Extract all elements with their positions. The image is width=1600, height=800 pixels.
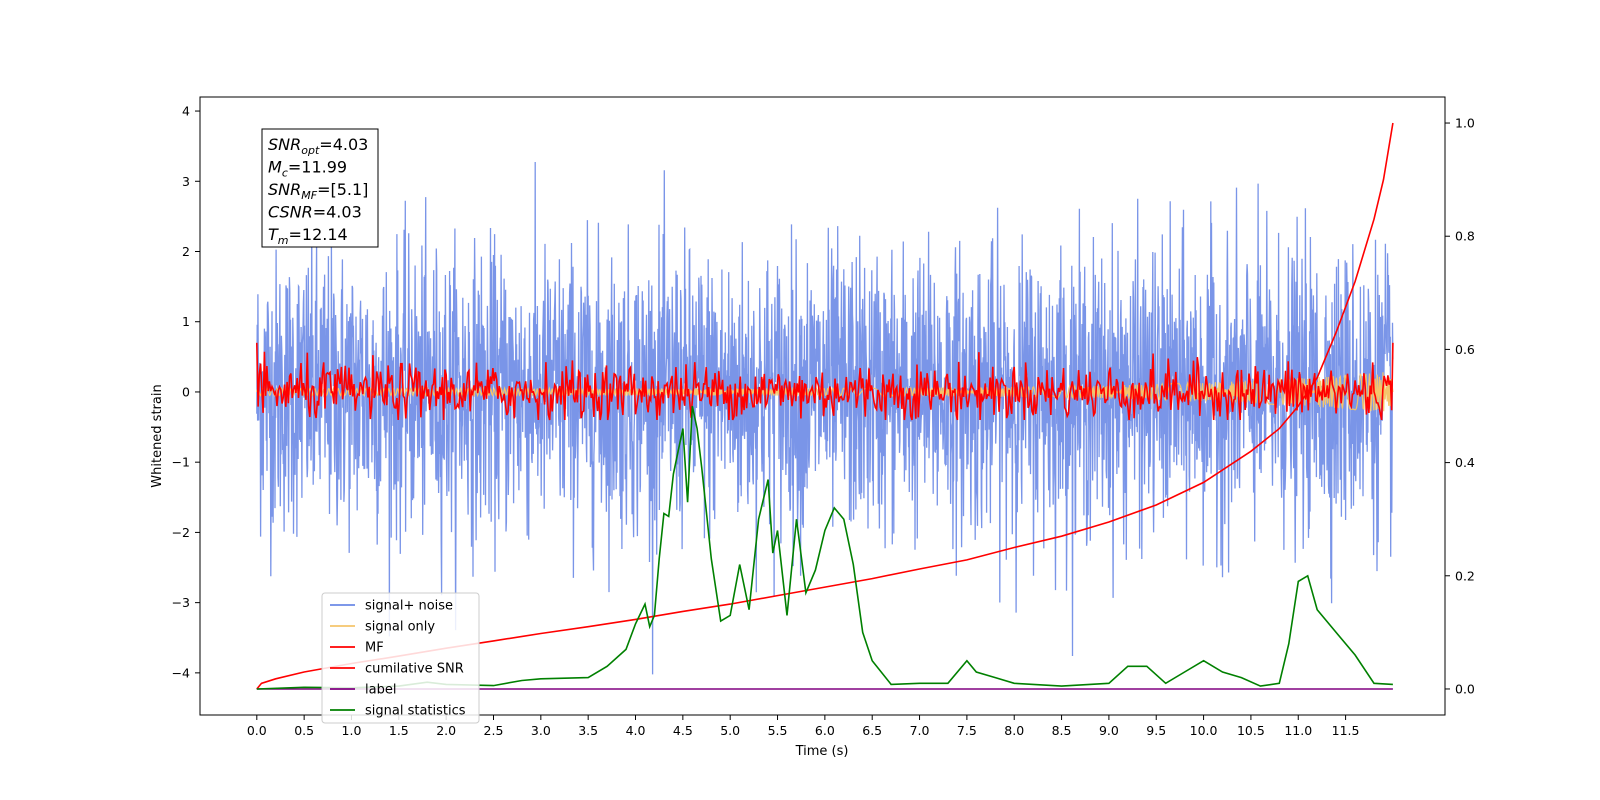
info-var: M — [268, 158, 282, 177]
x-tick-label: 8.5 — [1052, 723, 1072, 738]
info-sub: MF — [301, 189, 317, 202]
info-line: CSNR=4.03 — [268, 203, 362, 222]
legend-frame — [321, 592, 480, 724]
x-axis: 0.0 0.5 1.0 1.5 2.0 2.5 3.0 3.5 4.0 4.5 5.0 5.5 6.0 6… — [247, 715, 1360, 738]
x-tick-label: 1.5 — [389, 723, 409, 738]
x-tick-label: 4.0 — [626, 723, 646, 738]
y-tick-label-left: −2 — [172, 525, 190, 540]
info-box: SNRopt=4.03Mc=11.99SNRMF=[5.1]CSNR=4.03T… — [261, 128, 379, 248]
legend: signal+ noise signal only MF cumilative SNR… — [321, 592, 480, 724]
info-value: =4.03 — [319, 135, 368, 154]
info-value: =12.14 — [289, 225, 348, 244]
x-tick-label: 10.0 — [1190, 723, 1218, 738]
info-var: SNR — [268, 135, 301, 154]
y-tick-label-right: 1.0 — [1455, 116, 1475, 131]
info-box-frame — [261, 128, 379, 248]
legend-entry: signal only — [365, 620, 435, 635]
info-line: Mc=11.99 — [268, 158, 347, 180]
plot-frame — [199, 96, 1446, 716]
y-tick-label-right: 0.8 — [1455, 229, 1475, 244]
x-tick-label: 2.5 — [484, 723, 504, 738]
info-sub: opt — [301, 144, 320, 157]
x-tick-label: 5.0 — [720, 723, 740, 738]
info-sub: c — [282, 167, 288, 180]
x-tick-label: 3.0 — [531, 723, 551, 738]
x-tick-label: 10.5 — [1237, 723, 1265, 738]
info-var: CSNR — [268, 203, 313, 222]
series-line-mf — [256, 342, 1394, 421]
y-tick-label-right: 0.4 — [1455, 455, 1475, 470]
legend-entry: MF — [365, 641, 384, 656]
y-axis-left: 4 3 2 1 0 −1 −2 −3 −4 — [172, 104, 200, 680]
x-tick-label: 6.5 — [862, 723, 882, 738]
series-line-signal-statistics — [256, 405, 1393, 690]
y-tick-label-right: 0.0 — [1455, 681, 1475, 696]
x-tick-label: 5.5 — [768, 723, 788, 738]
info-var: T — [268, 225, 279, 244]
info-value: =4.03 — [313, 203, 362, 222]
x-tick-label: 3.5 — [578, 723, 598, 738]
y-tick-label-right: 0.2 — [1455, 568, 1475, 583]
y-tick-label-left: −4 — [172, 665, 190, 680]
y-tick-label-right: 0.6 — [1455, 342, 1475, 357]
x-tick-label: 7.0 — [910, 723, 930, 738]
y-tick-label-left: 3 — [182, 174, 190, 189]
x-axis-label: Time (s) — [795, 744, 849, 759]
x-tick-label: 11.0 — [1284, 723, 1312, 738]
x-tick-label: 0.5 — [294, 723, 314, 738]
legend-entry: label — [365, 683, 396, 698]
y-axis-label-left: Whitened strain — [150, 384, 165, 487]
x-tick-label: 0.0 — [247, 723, 267, 738]
x-tick-label: 2.0 — [436, 723, 456, 738]
legend-entry: cumilative SNR — [365, 662, 464, 677]
info-sub: m — [278, 234, 289, 247]
x-tick-label: 9.0 — [1099, 723, 1119, 738]
x-tick-label: 9.5 — [1146, 723, 1166, 738]
y-tick-label-left: 4 — [182, 104, 190, 119]
info-line: SNRopt=4.03 — [268, 135, 368, 157]
y-tick-label-left: 0 — [182, 384, 190, 399]
x-tick-label: 1.0 — [342, 723, 362, 738]
legend-entry: signal+ noise — [365, 599, 453, 614]
x-tick-label: 6.0 — [815, 723, 835, 738]
info-value: =11.99 — [288, 158, 347, 177]
info-line: SNRMF=[5.1] — [268, 180, 368, 202]
y-tick-label-left: 1 — [182, 314, 190, 329]
y-tick-label-left: 2 — [182, 244, 190, 259]
x-tick-label: 11.5 — [1332, 723, 1360, 738]
info-value: =[5.1] — [317, 180, 368, 199]
legend-entry: signal statistics — [365, 704, 466, 719]
x-tick-label: 8.0 — [1004, 723, 1024, 738]
x-tick-label: 4.5 — [673, 723, 693, 738]
info-line: Tm=12.14 — [268, 225, 348, 247]
y-axis-right: 1.0 0.8 0.6 0.4 0.2 0.0 — [1445, 116, 1475, 696]
x-tick-label: 7.5 — [957, 723, 977, 738]
y-tick-label-left: −1 — [172, 455, 190, 470]
series-line-signal-noise — [256, 161, 1394, 675]
y-tick-label-left: −3 — [172, 595, 190, 610]
info-var: SNR — [268, 180, 301, 199]
